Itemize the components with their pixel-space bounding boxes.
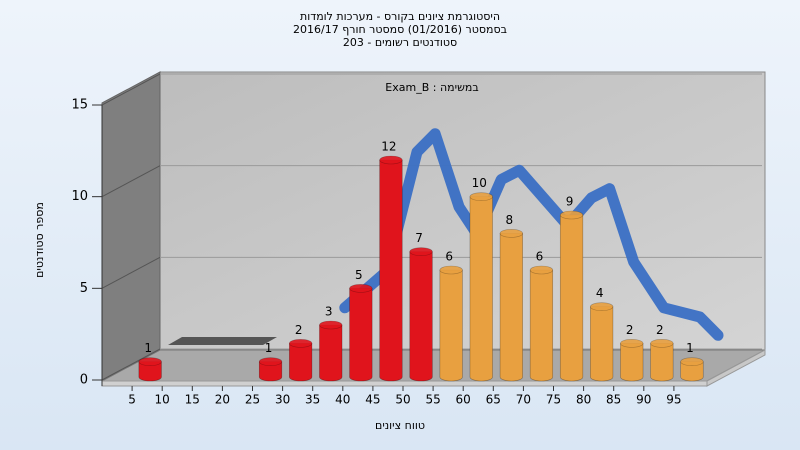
bar bbox=[409, 251, 433, 382]
zero-slab bbox=[168, 337, 277, 345]
bar bbox=[529, 269, 554, 382]
bar-top bbox=[559, 210, 584, 220]
y-tick-label: 15 bbox=[71, 98, 88, 113]
data-label: 6 bbox=[536, 250, 544, 264]
x-tick-label: 90 bbox=[636, 393, 651, 407]
title-line: בסמסטר (01/2016) סמסטר חורף 2016/17 bbox=[293, 23, 507, 36]
grid-line bbox=[101, 256, 161, 289]
data-label: 7 bbox=[415, 231, 423, 245]
bar-top bbox=[439, 265, 463, 275]
x-tick-label: 95 bbox=[666, 393, 681, 407]
data-label: 12 bbox=[381, 140, 396, 154]
data-label: 2 bbox=[626, 323, 634, 337]
x-tick-label: 85 bbox=[606, 393, 621, 407]
y-tick-label: 0 bbox=[80, 373, 88, 388]
x-tick-label: 60 bbox=[456, 393, 471, 407]
bar-top bbox=[349, 284, 373, 293]
bar-top bbox=[650, 339, 674, 348]
bar-top bbox=[379, 155, 403, 165]
annotation: במשימה : Exam_B bbox=[385, 81, 478, 94]
left-wall bbox=[101, 71, 161, 382]
title-line: סטודנטים רשומים - 203 bbox=[343, 36, 457, 49]
bar bbox=[258, 361, 283, 382]
bar bbox=[620, 343, 644, 382]
bar bbox=[499, 233, 523, 382]
bar-top bbox=[680, 357, 704, 366]
floor-side bbox=[706, 349, 766, 387]
data-label: 4 bbox=[596, 286, 604, 300]
bar bbox=[559, 214, 584, 382]
x-tick-label: 65 bbox=[486, 393, 501, 407]
x-tick-label: 30 bbox=[275, 393, 290, 407]
x-tick-label: 35 bbox=[305, 393, 320, 407]
bar-top bbox=[620, 339, 644, 348]
bar-top bbox=[409, 247, 433, 256]
data-label: 1 bbox=[265, 341, 273, 355]
bar bbox=[469, 196, 493, 382]
x-axis-label: טווח ציונים bbox=[375, 419, 425, 432]
x-tick-label: 25 bbox=[245, 393, 260, 407]
bar bbox=[439, 269, 463, 382]
x-tick-label: 20 bbox=[215, 393, 230, 407]
bar bbox=[138, 361, 162, 382]
data-label: 5 bbox=[355, 268, 363, 282]
bar-top bbox=[319, 320, 343, 330]
x-tick-label: 5 bbox=[128, 393, 136, 407]
x-tick-label: 15 bbox=[185, 393, 200, 407]
x-tick-label: 55 bbox=[425, 393, 440, 407]
data-label: 1 bbox=[144, 341, 152, 355]
data-label: 6 bbox=[445, 250, 453, 264]
grid-line bbox=[101, 165, 161, 198]
data-label: 9 bbox=[566, 195, 574, 209]
x-tick-label: 75 bbox=[546, 393, 561, 407]
bar-top bbox=[289, 339, 313, 348]
data-label: 10 bbox=[472, 176, 487, 190]
bar-top bbox=[469, 192, 493, 201]
data-label: 1 bbox=[686, 341, 694, 355]
floor-edge bbox=[101, 380, 708, 387]
bar-top bbox=[590, 302, 614, 311]
title-line: היסטוגרמת ציונים בקורס - מערכות לומדות bbox=[300, 10, 500, 23]
bar bbox=[379, 159, 403, 382]
bar bbox=[289, 343, 313, 382]
data-label: 2 bbox=[295, 323, 303, 337]
bar bbox=[349, 288, 373, 382]
x-tick-label: 70 bbox=[516, 393, 531, 407]
x-tick-label: 50 bbox=[395, 393, 410, 407]
bar bbox=[650, 343, 674, 382]
grid-line bbox=[101, 348, 161, 381]
bar-top bbox=[138, 357, 162, 366]
x-tick-label: 45 bbox=[365, 393, 380, 407]
data-label: 2 bbox=[656, 323, 664, 337]
data-label: 3 bbox=[325, 305, 333, 319]
bar bbox=[319, 324, 343, 382]
y-axis-label: מספר סטודנטים bbox=[33, 202, 46, 278]
x-tick-label: 10 bbox=[155, 393, 170, 407]
x-tick-label: 80 bbox=[576, 393, 591, 407]
grid-line bbox=[101, 73, 161, 106]
bar bbox=[680, 361, 704, 382]
x-tick-label: 40 bbox=[335, 393, 350, 407]
y-tick-label: 10 bbox=[71, 189, 88, 204]
data-label: 8 bbox=[506, 213, 514, 227]
bar-top bbox=[258, 357, 283, 366]
title: היסטוגרמת ציונים בקורס - מערכות לומדות ב… bbox=[293, 10, 507, 49]
y-tick-label: 5 bbox=[80, 281, 88, 296]
bar bbox=[590, 306, 614, 382]
bar-top bbox=[499, 229, 523, 238]
curve bbox=[339, 128, 724, 341]
bar-top bbox=[529, 265, 554, 275]
